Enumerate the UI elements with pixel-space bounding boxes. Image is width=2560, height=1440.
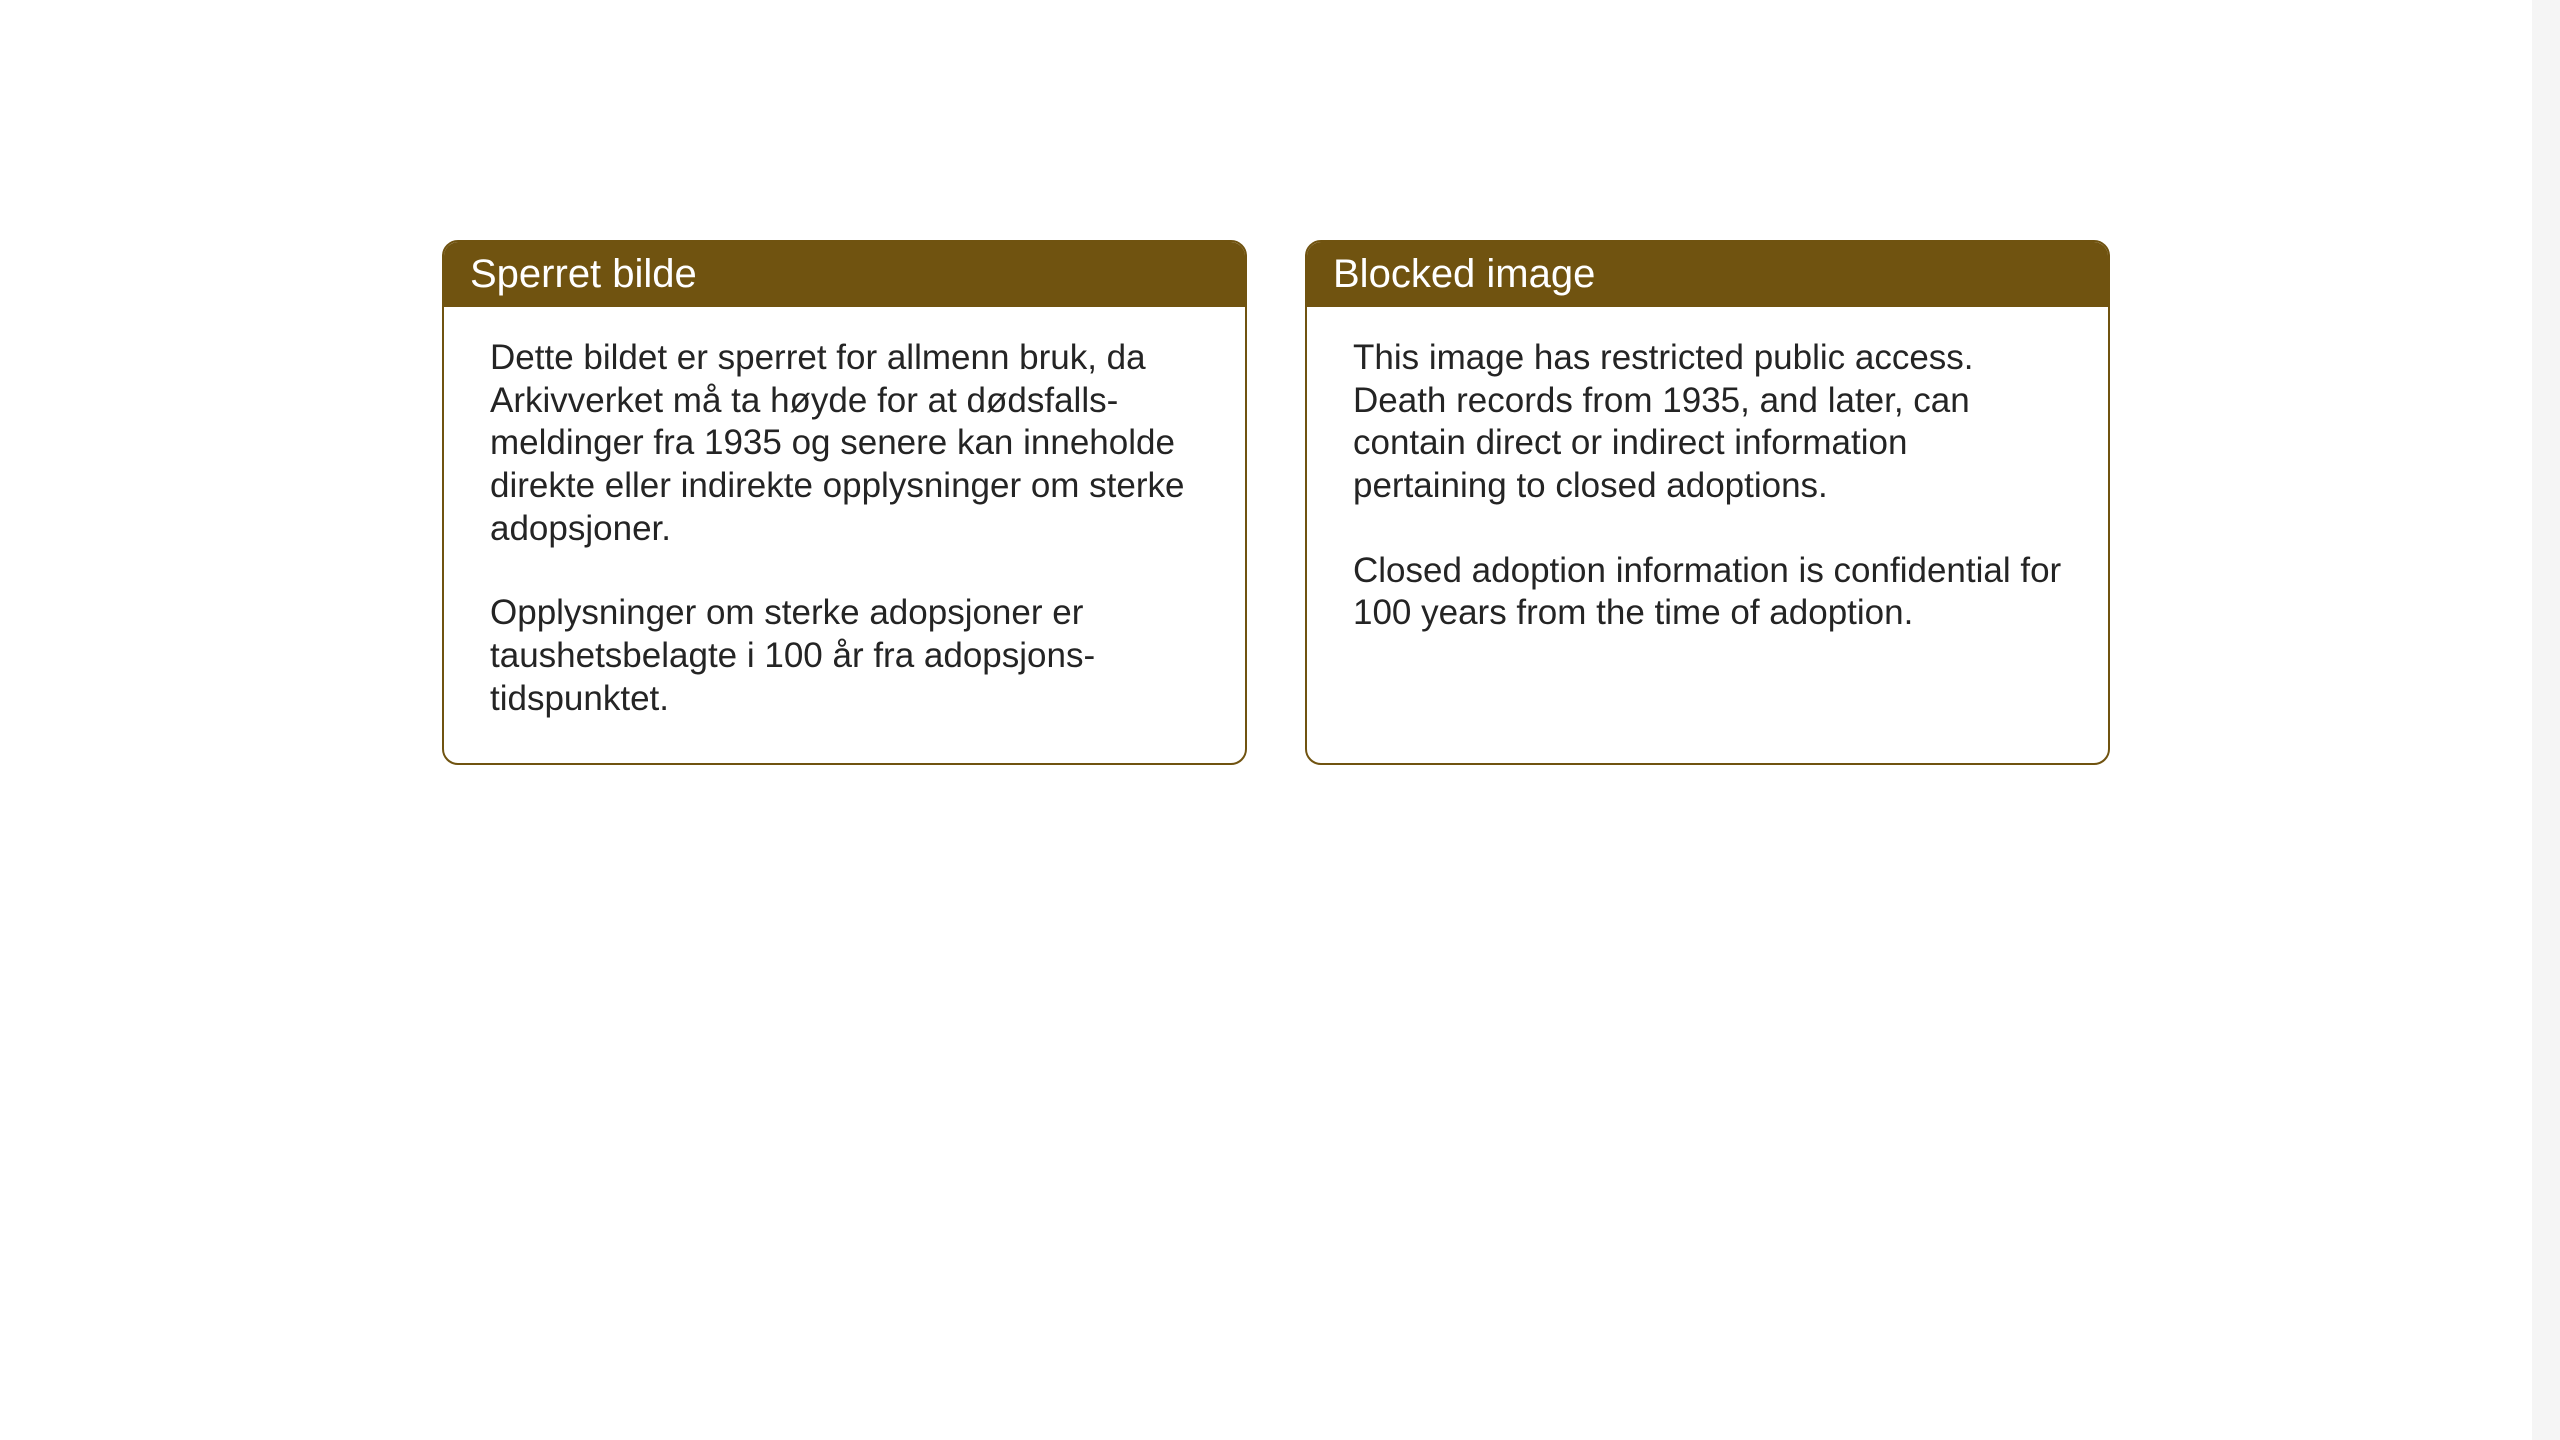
card-norwegian: Sperret bilde Dette bildet er sperret fo… (442, 240, 1247, 765)
card-header-english: Blocked image (1307, 242, 2108, 307)
card-header-norwegian: Sperret bilde (444, 242, 1245, 307)
scrollbar-track[interactable] (2532, 0, 2560, 1440)
card-body-norwegian: Dette bildet er sperret for allmenn bruk… (444, 307, 1245, 763)
card-paragraph2-norwegian: Opplysninger om sterke adopsjoner er tau… (490, 592, 1199, 720)
card-body-english: This image has restricted public access.… (1307, 307, 2108, 677)
card-title-english: Blocked image (1333, 252, 1595, 296)
card-paragraph1-norwegian: Dette bildet er sperret for allmenn bruk… (490, 337, 1199, 550)
card-paragraph1-english: This image has restricted public access.… (1353, 337, 2062, 508)
card-english: Blocked image This image has restricted … (1305, 240, 2110, 765)
card-title-norwegian: Sperret bilde (470, 252, 697, 296)
card-paragraph2-english: Closed adoption information is confident… (1353, 550, 2062, 635)
cards-container: Sperret bilde Dette bildet er sperret fo… (442, 240, 2110, 765)
